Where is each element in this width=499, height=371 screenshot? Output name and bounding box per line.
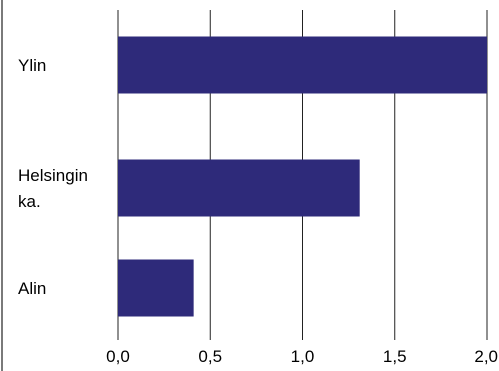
- category-labels: Ylin Helsingin ka. Alin: [18, 56, 88, 298]
- category-label: Alin: [18, 279, 46, 298]
- x-tick-label: 2,0: [474, 347, 498, 366]
- bar: [118, 159, 360, 217]
- bar: [118, 259, 194, 317]
- category-label: Ylin: [18, 56, 46, 75]
- bar: [118, 36, 487, 94]
- category-label: Helsingin ka.: [18, 166, 88, 211]
- x-tick-label: 0,5: [198, 347, 222, 366]
- x-tick-labels: 0,0 0,5 1,0 1,5 2,0: [106, 347, 498, 366]
- x-tick-label: 0,0: [106, 347, 130, 366]
- bars: [118, 36, 487, 317]
- x-tick-label: 1,0: [291, 347, 315, 366]
- x-tick-label: 1,5: [383, 347, 407, 366]
